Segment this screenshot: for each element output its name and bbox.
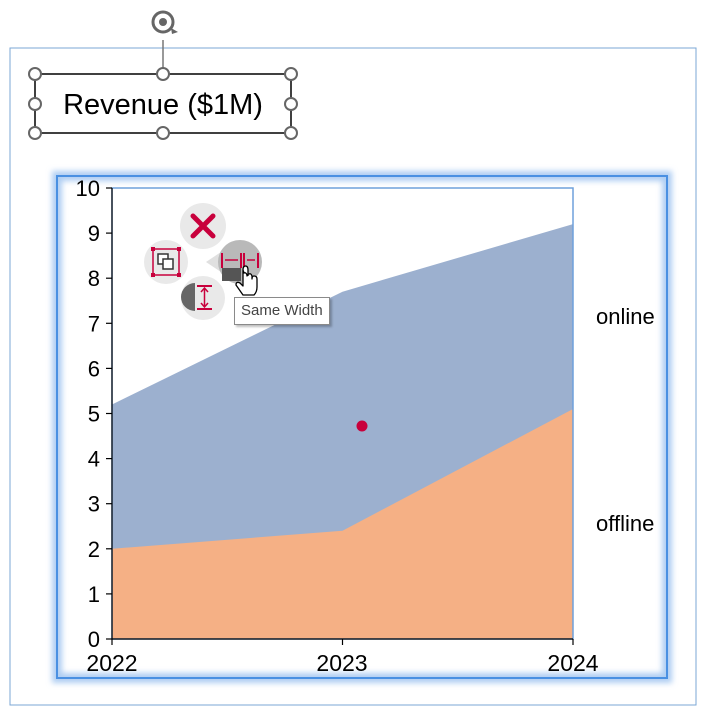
x-tick-label: 2023 xyxy=(316,650,367,676)
same-width-tooltip: Same Width xyxy=(234,297,330,325)
axes-group xyxy=(106,187,574,645)
y-tick-label: 6 xyxy=(88,356,100,381)
resize-handle[interactable] xyxy=(284,126,298,140)
group-icon xyxy=(151,247,181,277)
resize-handle[interactable] xyxy=(284,97,298,111)
y-tick-label: 3 xyxy=(88,492,100,517)
area-offline[interactable] xyxy=(112,408,573,639)
hand-pointer-icon xyxy=(235,265,258,296)
resize-handle[interactable] xyxy=(28,126,42,140)
y-tick-label: 4 xyxy=(88,447,100,472)
title-text-box[interactable]: Revenue ($1M) xyxy=(28,10,298,140)
chart-object-frame[interactable] xyxy=(9,47,697,706)
resize-handle[interactable] xyxy=(156,126,170,140)
y-tick-label: 8 xyxy=(88,266,100,291)
y-tick-label: 10 xyxy=(76,176,100,201)
same-height-icon xyxy=(181,283,212,311)
area-series-group xyxy=(112,224,573,639)
resize-handle[interactable] xyxy=(28,97,42,111)
same-width-icon xyxy=(221,253,259,281)
rotate-handle-icon[interactable] xyxy=(151,10,178,34)
y-tick-label: 5 xyxy=(88,402,100,427)
series-label-offline: offline xyxy=(596,511,654,536)
resize-handle[interactable] xyxy=(28,67,42,81)
x-tick-label: 2024 xyxy=(547,650,598,676)
center-point-marker[interactable] xyxy=(356,420,368,432)
y-tick-label: 9 xyxy=(88,221,100,246)
y-axis-tick-labels: 0 1 2 3 4 5 6 7 8 9 10 xyxy=(76,176,100,652)
plot-area-frame[interactable] xyxy=(52,171,672,683)
resize-handle[interactable] xyxy=(284,67,298,81)
group-button[interactable] xyxy=(144,240,188,284)
resize-handle[interactable] xyxy=(156,67,170,81)
resize-handles[interactable] xyxy=(28,67,298,140)
y-tick-label: 1 xyxy=(88,582,100,607)
chart-title[interactable]: Revenue ($1M) xyxy=(63,89,263,121)
same-height-button[interactable] xyxy=(181,276,225,320)
delete-button[interactable] xyxy=(180,203,226,249)
x-axis-tick-labels: 2022 2023 2024 xyxy=(86,650,598,676)
x-tick-label: 2022 xyxy=(86,650,137,676)
y-tick-label: 2 xyxy=(88,537,100,562)
y-tick-label: 7 xyxy=(88,311,100,336)
y-tick-label: 0 xyxy=(88,627,100,652)
same-width-button[interactable] xyxy=(206,240,262,284)
mini-toolbar xyxy=(144,203,262,320)
series-label-online: online xyxy=(596,304,655,329)
close-icon xyxy=(190,213,216,239)
